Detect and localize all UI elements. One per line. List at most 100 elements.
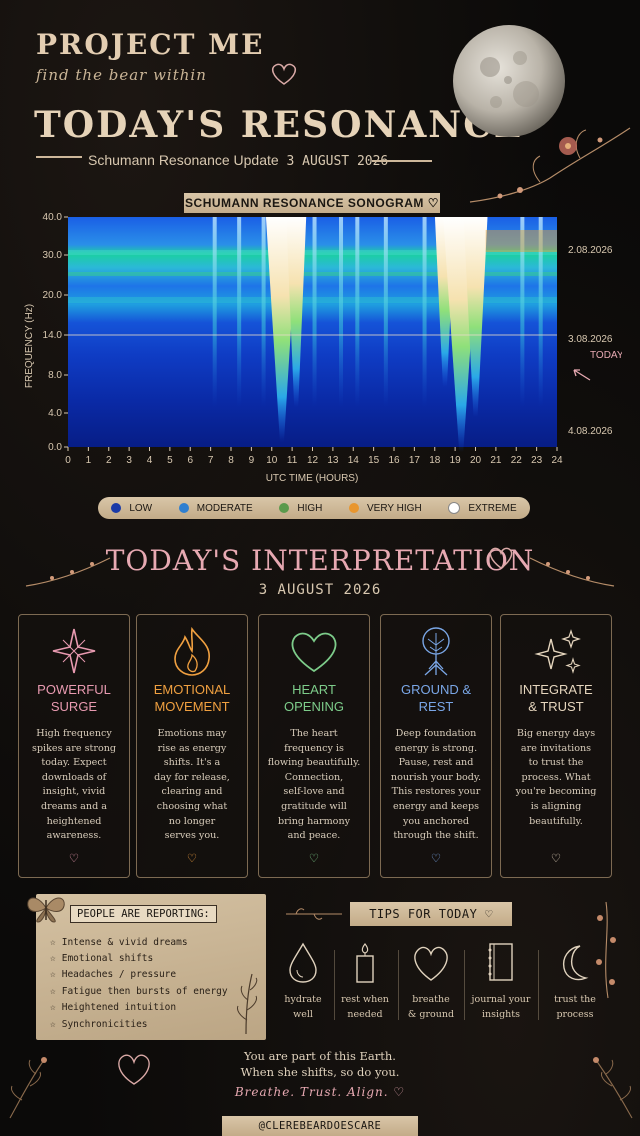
legend-low: LOW: [111, 503, 152, 514]
y-tick-label: 4.0: [48, 408, 62, 419]
x-tick-label: 17: [409, 455, 421, 466]
x-tick-label: 7: [208, 455, 214, 466]
sonogram-label: SCHUMANN RESONANCE SONOGRAM ♡: [184, 193, 440, 213]
candle-icon: [356, 943, 374, 983]
people-reporting-label: PEOPLE ARE REPORTING:: [70, 905, 217, 923]
title-rule-right: [372, 160, 432, 162]
star-bullet-icon: ☆: [50, 1002, 56, 1014]
legend-high-dot: [279, 503, 290, 513]
closing-line-2: When she shifts, so do you.: [240, 1065, 400, 1079]
heart-icon: [291, 632, 337, 673]
x-tick-label: 15: [368, 455, 380, 466]
sonogram-stripe: [312, 217, 317, 407]
x-tick-label: 18: [429, 455, 441, 466]
card-heart-opening: HEART OPENING The heart frequency is flowin…: [258, 614, 370, 878]
card-heart-icon: ♡: [309, 851, 319, 867]
sparkles-icon: [534, 629, 581, 674]
x-tick-label: 2: [106, 455, 112, 466]
x-tick-label: 13: [327, 455, 339, 466]
sonogram-stripe: [237, 217, 242, 407]
closing-message: You are part of this Earth. When she shi…: [180, 1048, 460, 1100]
brand-tagline: find the bear within: [36, 66, 207, 84]
legend: LOW MODERATE HIGH VERY HIGH EXTREME: [98, 497, 530, 519]
social-handle[interactable]: @CLEREBEARDOESCARE: [222, 1116, 418, 1136]
x-tick-label: 21: [490, 455, 502, 466]
page-title: TODAY'S RESONANCE: [34, 104, 524, 146]
tip-divider: [334, 950, 335, 1020]
heart-doodle-icon: [118, 1054, 150, 1085]
sonogram-stripe: [355, 217, 360, 407]
x-tick-label: 12: [307, 455, 319, 466]
update-label: Schumann Resonance Update: [88, 152, 279, 168]
date-marker-3: 4.08.2026: [568, 426, 613, 437]
legend-very-high-label: VERY HIGH: [367, 502, 422, 514]
card-emotional-movement: EMOTIONAL MOVEMENT Emotions may rise as en…: [136, 614, 248, 878]
y-axis-label: FREQUENCY (Hz): [24, 304, 35, 388]
tips-label: TIPS FOR TODAY ♡: [350, 902, 512, 926]
tip-divider: [464, 950, 465, 1020]
sonogram-stripe: [339, 217, 344, 407]
x-tick-label: 5: [167, 455, 173, 466]
update-line: Schumann Resonance Update 3 AUGUST 2026: [88, 152, 388, 169]
legend-low-label: LOW: [129, 502, 153, 514]
moth-icon: [27, 897, 65, 923]
x-tick-label: 16: [388, 455, 400, 466]
legend-high-label: HIGH: [297, 502, 323, 514]
crescent-moon-icon: [562, 945, 589, 981]
y-tick-label: 8.0: [48, 370, 62, 381]
x-tick-label: 11: [287, 455, 298, 466]
card-body: High frequency spikes are strong today. Ex…: [31, 728, 117, 842]
legend-moderate-label: MODERATE: [196, 502, 253, 514]
card-body: The heart frequency is flowing beautifully…: [267, 728, 361, 842]
legend-extreme-dot: [448, 502, 461, 514]
brand-title: PROJECT ME: [36, 28, 265, 61]
x-tick-label: 4: [147, 455, 153, 466]
card-title: POWERFUL SURGE: [37, 682, 111, 714]
left-branch-icon: [25, 557, 111, 587]
x-tick-label: 14: [348, 455, 360, 466]
x-tick-label: 6: [187, 455, 193, 466]
heart-outline-icon: [414, 946, 448, 981]
heart-doodle-icon: [489, 547, 513, 569]
list-item: ☆ Emotional shifts: [50, 953, 154, 965]
tip-rest: rest when needed: [332, 940, 398, 1022]
card-title: GROUND & REST: [400, 682, 472, 714]
star-bullet-icon: ☆: [50, 985, 56, 997]
list-item: ☆ Intense & vivid dreams: [50, 936, 188, 948]
moon-icon: [453, 25, 565, 137]
sonogram-stripe: [520, 217, 525, 407]
bottom-right-foliage-icon: [593, 1057, 633, 1119]
tip-divider: [398, 950, 399, 1020]
legend-very-high: VERY HIGH: [349, 503, 422, 514]
sonogram-spike: [463, 217, 488, 417]
star-bullet-icon: ☆: [50, 953, 56, 965]
tips-branch-left-icon: [286, 908, 342, 920]
flame-icon: [174, 626, 210, 676]
legend-high: HIGH: [279, 503, 322, 514]
sonogram-plot: [68, 217, 557, 452]
date-marker-2: 3.08.2026: [568, 334, 613, 345]
card-title: HEART OPENING: [284, 682, 344, 714]
card-body: Big energy days are invitations to trust t…: [515, 728, 597, 827]
tips-vine-icon: [596, 901, 616, 999]
card-integrate-trust: INTEGRATE & TRUST Big energy days are invi…: [500, 614, 612, 878]
y-tick-label: 40.0: [43, 212, 63, 223]
x-tick-label: 9: [249, 455, 255, 466]
tip-journal: journal your insights: [468, 940, 534, 1022]
card-powerful-surge: POWERFUL SURGE High frequency spikes are s…: [18, 614, 130, 878]
x-tick-label: 20: [470, 455, 482, 466]
star-bullet-icon: ☆: [50, 969, 56, 981]
legend-very-high-dot: [349, 503, 360, 513]
sonogram-stripe: [261, 217, 266, 407]
sparkle-star-icon: [52, 628, 96, 674]
legend-low-dot: [111, 503, 122, 513]
sonogram-spike: [286, 217, 307, 407]
y-tick-label: 30.0: [43, 250, 63, 261]
x-tick-label: 3: [126, 455, 132, 466]
x-tick-label: 19: [450, 455, 462, 466]
sonogram-very-high-band: [485, 230, 557, 252]
tip-breathe: breathe & ground: [398, 940, 464, 1022]
legend-moderate: MODERATE: [178, 502, 253, 514]
x-tick-label: 23: [531, 455, 543, 466]
list-item: ☆ Synchronicities: [50, 1018, 148, 1030]
